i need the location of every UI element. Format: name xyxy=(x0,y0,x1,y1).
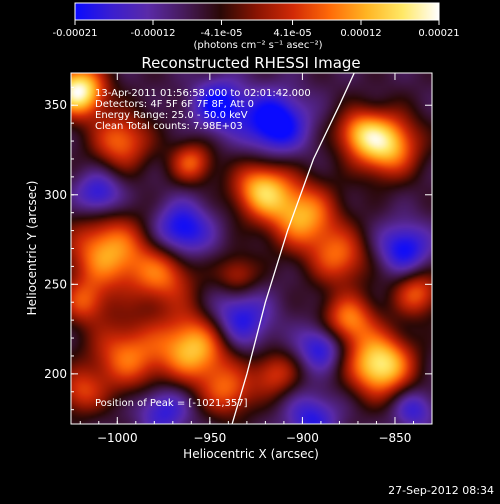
annotation-detectors: Detectors: 4F 5F 6F 7F 8F, Att 0 xyxy=(95,99,254,110)
colorbar-tick-label: 0.00021 xyxy=(418,28,459,39)
colorbar: -0.00021 -0.00012 -4.1e-05 4.1e-05 0.00012 0.… xyxy=(53,2,460,51)
y-axis: 200 250 300 350 xyxy=(44,86,432,411)
solar-limb-curve xyxy=(231,73,355,424)
annotations: 13-Apr-2011 01:56:58.000 to 02:01:42.000… xyxy=(95,88,311,409)
colorbar-tick-label: -4.1e-05 xyxy=(200,28,242,39)
x-axis: −1000 −950 −900 −850 xyxy=(79,73,433,445)
x-tick-label: −950 xyxy=(193,431,226,445)
colorbar-tick-label: 0.00012 xyxy=(340,28,381,39)
colorbar-ticks: -0.00021 -0.00012 -4.1e-05 4.1e-05 0.00012 0.… xyxy=(53,20,460,39)
y-tick-label: 250 xyxy=(44,277,67,291)
annotation-time-range: 13-Apr-2011 01:56:58.000 to 02:01:42.000 xyxy=(95,88,311,99)
y-axis-label: Heliocentric Y (arcsec) xyxy=(25,181,39,316)
heatmap-image xyxy=(71,73,432,424)
annotation-energy-range: Energy Range: 25.0 - 50.0 keV xyxy=(95,110,248,121)
x-tick-label: −1000 xyxy=(97,431,138,445)
colorbar-tick-label: 4.1e-05 xyxy=(273,28,311,39)
x-tick-label: −900 xyxy=(286,431,319,445)
annotation-peak-position: Position of Peak = [-1021,357] xyxy=(95,398,248,409)
y-tick-label: 350 xyxy=(44,98,67,112)
colorbar-tick-label: -0.00021 xyxy=(53,28,98,39)
colorbar-gradient xyxy=(74,2,440,21)
x-tick-label: −850 xyxy=(378,431,411,445)
y-tick-label: 300 xyxy=(44,188,67,202)
footer-timestamp: 27-Sep-2012 08:34 xyxy=(388,484,494,497)
annotation-total-counts: Clean Total counts: 7.98E+03 xyxy=(95,121,243,132)
x-axis-label: Heliocentric X (arcsec) xyxy=(183,447,319,461)
colorbar-tick-label: -0.00012 xyxy=(131,28,176,39)
y-tick-label: 200 xyxy=(44,367,67,381)
heatmap-area xyxy=(71,73,432,424)
colorbar-units: (photons cm⁻² s⁻¹ asec⁻²) xyxy=(193,40,322,51)
chart-title: Reconstructed RHESSI Image xyxy=(141,54,360,72)
